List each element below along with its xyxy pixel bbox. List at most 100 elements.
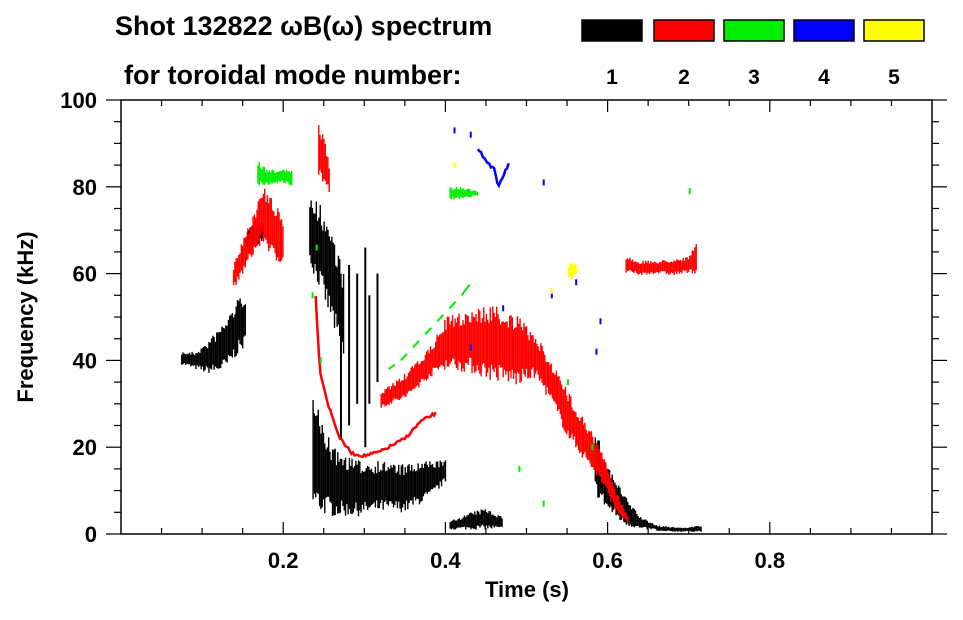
spectral-column <box>547 362 550 394</box>
spectral-column <box>365 468 367 506</box>
spectral-column <box>639 263 642 274</box>
spectral-column <box>259 167 262 182</box>
spectral-column <box>581 416 584 458</box>
spectral-column <box>341 287 343 342</box>
spectral-column <box>206 348 209 368</box>
spectral-column <box>199 353 201 366</box>
spectral-column <box>324 443 326 514</box>
spectral-column <box>183 353 186 364</box>
spectral-column <box>468 513 471 528</box>
spectral-column <box>683 527 685 532</box>
spectral-column <box>498 319 501 365</box>
y-tick-label: 80 <box>73 175 97 200</box>
spectral-column <box>242 306 244 349</box>
spectral-column <box>449 522 451 529</box>
spectral-column <box>673 260 675 276</box>
spectral-column <box>657 263 660 274</box>
spectral-column <box>368 466 370 508</box>
legend-swatch-mode-2 <box>653 19 715 42</box>
spectral-column <box>438 467 440 489</box>
spectral-column <box>461 519 463 528</box>
spectral-column <box>492 514 494 526</box>
spectral-column <box>490 320 493 365</box>
spectral-column <box>311 208 314 268</box>
spectral-column <box>396 380 398 399</box>
spectral-column <box>490 514 493 529</box>
spectral-column <box>184 354 187 365</box>
spectral-column <box>223 328 226 360</box>
spectral-column <box>466 315 468 364</box>
spectral-column <box>521 330 524 369</box>
spectral-column <box>439 460 441 482</box>
spectral-column <box>418 468 421 505</box>
x-tick-label: 0.4 <box>430 548 461 573</box>
spectral-column <box>650 261 652 273</box>
spectral-column <box>586 433 589 460</box>
spectral-column <box>576 417 578 446</box>
spectral-column <box>424 355 427 380</box>
spectral-column <box>413 469 416 497</box>
spectral-column <box>670 527 672 532</box>
spectral-column <box>398 378 401 401</box>
spectral-column <box>316 220 319 282</box>
spectral-column <box>234 314 236 358</box>
mode-fragment <box>469 344 472 351</box>
spectral-column <box>266 169 268 183</box>
spectral-column <box>289 172 292 185</box>
spectral-column <box>331 236 333 307</box>
spectral-column <box>279 220 282 262</box>
spectral-column <box>697 526 700 531</box>
spectral-column <box>644 260 647 273</box>
spectral-column <box>412 471 414 505</box>
spectral-column <box>446 316 449 367</box>
mode-dash <box>460 283 471 296</box>
spectral-column <box>549 365 551 396</box>
spectral-column <box>512 329 515 379</box>
spectral-column <box>218 332 221 369</box>
spectral-column <box>369 469 371 507</box>
spectral-column <box>280 171 283 181</box>
spectral-column <box>664 260 666 272</box>
spectral-column <box>673 527 675 532</box>
spectral-column <box>364 471 366 502</box>
spectral-column <box>329 240 332 312</box>
spectral-column <box>667 526 670 531</box>
spectral-column <box>421 463 423 501</box>
spectral-column <box>201 347 204 367</box>
legend-swatch-mode-4 <box>793 19 855 42</box>
spectral-column <box>333 449 335 516</box>
spectral-column <box>251 225 253 257</box>
spectral-column <box>278 212 280 262</box>
spectral-column <box>425 351 428 381</box>
spectral-column <box>392 383 394 401</box>
spectral-column <box>628 505 630 526</box>
spectral-column <box>695 244 697 271</box>
spectral-column <box>559 380 561 415</box>
spectral-column <box>593 443 595 471</box>
spectral-column <box>646 262 648 275</box>
chart-title: Shot 132822 ωB(ω) spectrum <box>115 11 492 41</box>
spectral-column <box>691 250 694 274</box>
spectral-column <box>431 464 434 490</box>
legend-swatch-mode-5 <box>863 19 925 42</box>
legend-label-mode-1: 1 <box>606 66 618 89</box>
spectral-column <box>434 467 436 488</box>
spectral-column <box>476 321 478 366</box>
spectral-column <box>242 245 244 274</box>
spectral-column <box>352 467 355 513</box>
spectral-column <box>320 225 323 275</box>
spectral-column <box>460 325 463 372</box>
spectral-column <box>442 332 445 367</box>
spectral-column <box>656 263 658 272</box>
spectral-column <box>633 508 635 528</box>
spectral-column <box>192 353 195 366</box>
spectral-column <box>594 446 597 471</box>
spectral-column <box>691 526 693 532</box>
spectral-column <box>229 315 231 357</box>
spectral-column <box>574 264 576 275</box>
spectral-column <box>209 342 211 369</box>
spectral-column <box>327 437 330 497</box>
spectral-column <box>428 353 430 374</box>
spectral-column <box>489 511 492 528</box>
spectral-column <box>481 510 484 525</box>
